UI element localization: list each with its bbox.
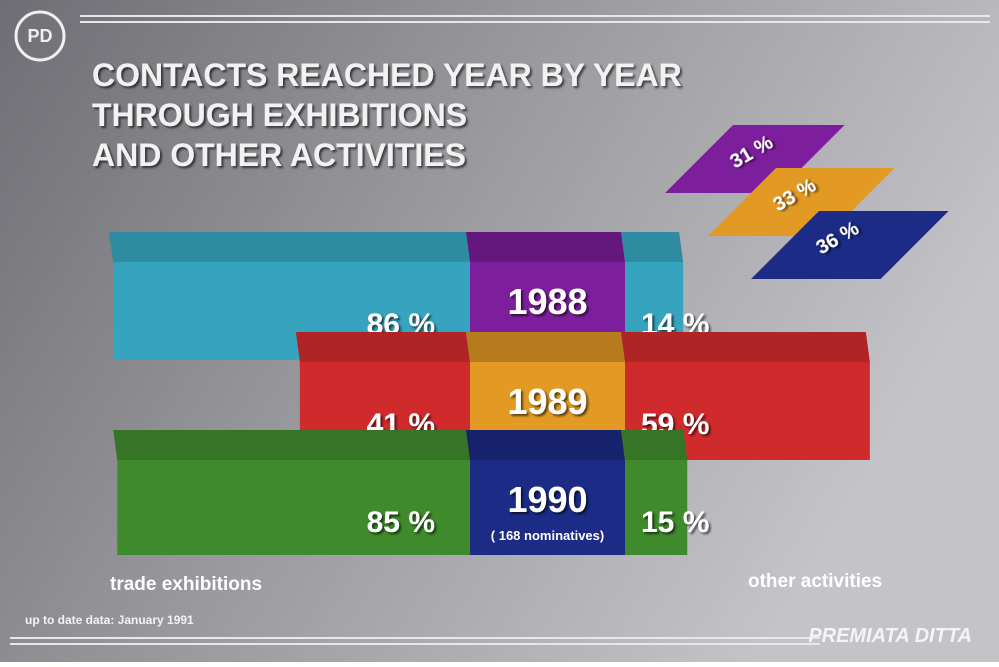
year-box-top bbox=[466, 430, 625, 460]
share-band bbox=[708, 168, 895, 236]
note: up to date data: January 1991 bbox=[25, 613, 194, 627]
logo-ring bbox=[14, 10, 66, 62]
year-box-top bbox=[466, 332, 625, 362]
bar-top bbox=[295, 332, 470, 362]
plot: 1988( 144 nominatives)86 %14 %1989( 157 … bbox=[109, 125, 949, 595]
bar-top bbox=[621, 430, 688, 460]
year-label: 1990 bbox=[507, 479, 587, 520]
logo: PD bbox=[27, 26, 52, 46]
bar bbox=[625, 460, 688, 555]
value-label: 85 % bbox=[367, 506, 435, 539]
title: CONTACTS REACHED YEAR BY YEAR THROUGH EXH… bbox=[92, 57, 682, 173]
legend-label: other activities bbox=[748, 571, 882, 592]
bar-top bbox=[621, 232, 684, 262]
bar-top bbox=[621, 332, 870, 362]
bar bbox=[117, 460, 470, 555]
share-band bbox=[665, 125, 845, 193]
share-band bbox=[751, 211, 949, 279]
title-line: THROUGH EXHIBITIONS bbox=[92, 97, 467, 133]
bar-top bbox=[113, 430, 470, 460]
year-box-top bbox=[466, 232, 625, 262]
year-label: 1988 bbox=[507, 281, 587, 322]
brand: PREMIATA DITTA bbox=[808, 625, 972, 647]
legend-label: trade exhibitions bbox=[110, 574, 262, 595]
title-line: AND OTHER ACTIVITIES bbox=[92, 137, 466, 173]
title-line: CONTACTS REACHED YEAR BY YEAR bbox=[92, 57, 682, 93]
rules bbox=[10, 15, 990, 645]
year-sublabel: ( 168 nominatives) bbox=[491, 528, 604, 543]
bar-top bbox=[109, 232, 470, 262]
year-box bbox=[470, 460, 625, 555]
value-label: 15 % bbox=[641, 506, 709, 539]
year-label: 1989 bbox=[507, 381, 587, 422]
